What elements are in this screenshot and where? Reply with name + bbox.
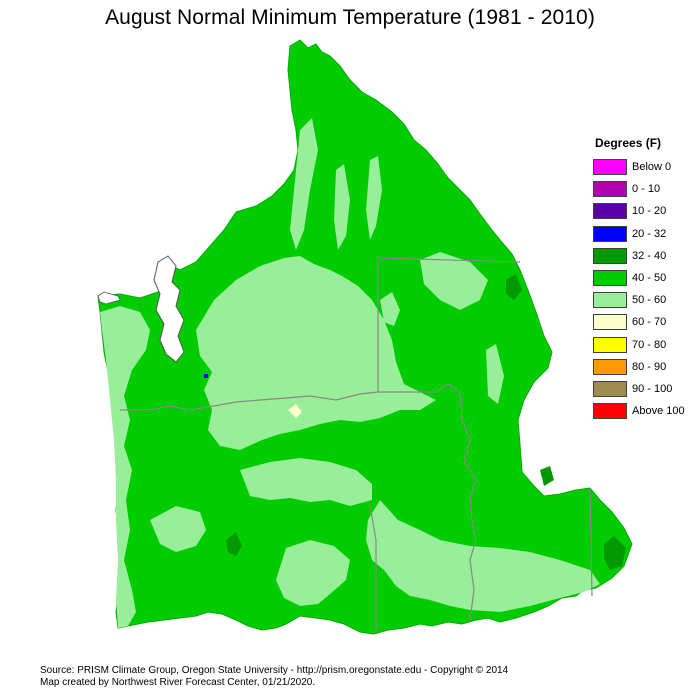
id-wy-border (589, 487, 593, 597)
id-mt-border (377, 257, 521, 263)
legend-swatch (593, 203, 627, 220)
legend-swatch (593, 403, 627, 420)
legend-swatch (593, 380, 627, 397)
legend: Degrees (F) Below 0 0 - 10 10 - 20 20 - 32 3… (593, 136, 685, 422)
clark-fork-valley-50-60 (420, 252, 488, 310)
legend-swatch (593, 181, 627, 198)
kootenai-valley-50-60 (366, 156, 382, 240)
wallowa-patch-32-40 (604, 536, 626, 570)
legend-swatch (593, 336, 627, 353)
legend-label: Below 0 (632, 161, 672, 174)
legend-row: 10 - 20 (593, 200, 685, 222)
legend-label: 50 - 60 (632, 294, 667, 307)
legend-swatch (593, 314, 627, 331)
legend-row: 70 - 80 (593, 334, 685, 356)
footer: Source: PRISM Climate Group, Oregon Stat… (40, 665, 508, 689)
legend-swatch (593, 247, 627, 264)
legend-label: 60 - 70 (632, 316, 667, 329)
south-oregon-50-60 (276, 540, 350, 606)
legend-row: 90 - 100 (593, 378, 685, 400)
legend-row: Above 100 (593, 400, 685, 422)
olympic-coast-water (97, 291, 121, 305)
creator-credit: Map created by Northwest River Forecast … (40, 677, 316, 688)
legend-row: Below 0 (593, 156, 685, 178)
regions-50-60 (100, 118, 600, 628)
sw-oregon-valley-50-60 (150, 506, 206, 552)
snake-plain-50-60 (366, 500, 600, 612)
coastal-strip-50-60 (100, 306, 150, 628)
legend-title: Degrees (F) (595, 136, 662, 150)
legend-row: 40 - 50 (593, 267, 685, 289)
okanogan-valley-2-50-60 (334, 164, 350, 250)
bitterroot-valley-50-60 (486, 344, 504, 404)
okanogan-valley-50-60 (290, 118, 318, 250)
legend-label: 70 - 80 (632, 338, 667, 351)
source-credit: Source: PRISM Climate Group, Oregon Stat… (40, 665, 509, 676)
legend-row: 80 - 90 (593, 356, 685, 378)
legend-swatch (593, 225, 627, 242)
legend-items: Below 0 0 - 10 10 - 20 20 - 32 32 - 40 40 - 5… (593, 156, 685, 422)
region-20-32 (204, 374, 208, 378)
or-south-border (369, 504, 377, 632)
legend-label: Above 100 (632, 405, 685, 418)
legend-row: 0 - 10 (593, 178, 685, 200)
legend-label: 32 - 40 (632, 249, 667, 262)
puget-sound-water (153, 255, 185, 363)
regions-32-40 (226, 274, 626, 570)
legend-row: 32 - 40 (593, 245, 685, 267)
legend-swatch (593, 270, 627, 287)
sawtooth-patch-32-40 (540, 466, 554, 486)
legend-label: 40 - 50 (632, 272, 667, 285)
legend-label: 80 - 90 (632, 360, 667, 373)
north-valley-50-60 (380, 292, 400, 326)
legend-row: 20 - 32 (593, 223, 685, 245)
central-oregon-50-60 (240, 458, 372, 506)
columbia-basin-50-60 (196, 256, 436, 450)
state-borders (120, 257, 593, 632)
legend-row: 50 - 60 (593, 289, 685, 311)
legend-row: 60 - 70 (593, 311, 685, 333)
legend-swatch (593, 159, 627, 176)
map-title: August Normal Minimum Temperature (1981 … (105, 6, 595, 29)
wa-or-border (120, 391, 436, 411)
legend-swatch (593, 292, 627, 309)
legend-label: 10 - 20 (632, 205, 667, 218)
idaho-patch-32-40 (506, 274, 522, 300)
region-60-70 (288, 404, 302, 418)
legend-label: 0 - 10 (632, 183, 661, 196)
or-id-border (435, 383, 477, 621)
legend-label: 20 - 32 (632, 227, 667, 240)
cascade-patch-32-40 (226, 532, 242, 556)
legend-swatch (593, 358, 627, 375)
legend-label: 90 - 100 (632, 382, 673, 395)
